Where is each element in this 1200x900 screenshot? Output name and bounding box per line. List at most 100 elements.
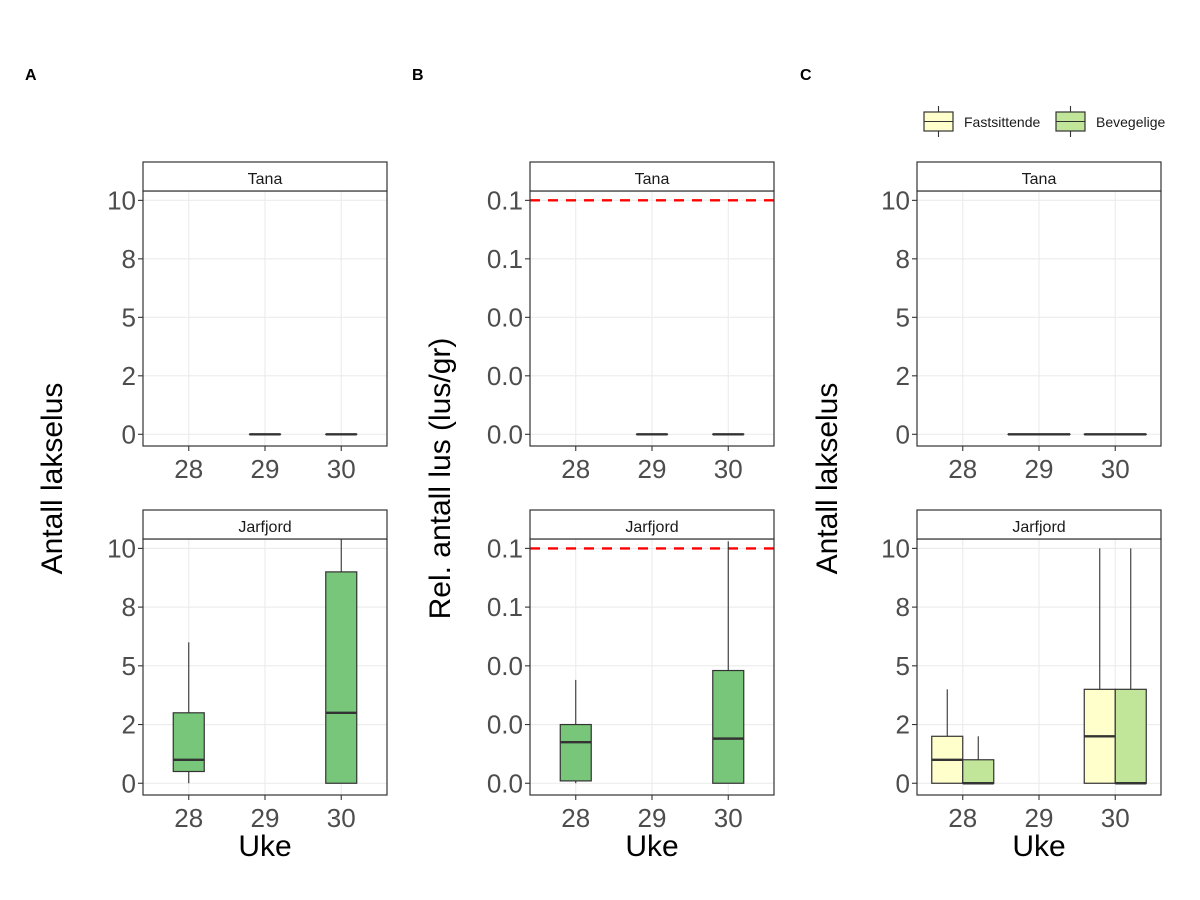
legend-item: Fastsittende (923, 106, 1040, 137)
facet-jarfjord: Jarfjord 0 2 5 8 10 28 29 30 (107, 509, 388, 833)
y-axis-title: Antall lakselus (811, 383, 844, 575)
x-tick-label: 30 (714, 454, 743, 484)
x-tick-label: 29 (638, 803, 667, 833)
box-bevegelige-week-28 (962, 736, 995, 785)
x-tick-label: 30 (714, 803, 743, 833)
y-tick-label: 2 (896, 710, 910, 740)
box-iqr (172, 712, 205, 773)
panel-tag-label: B (412, 67, 424, 84)
x-tick-label: 29 (1025, 454, 1054, 484)
y-axis-title: Antall lakselus (36, 383, 69, 575)
box-bevegelige-week-30 (1114, 548, 1147, 785)
x-tick-label: 30 (327, 454, 356, 484)
panel-c: C Tana 0 2 5 8 10 28 29 30 Jarfjord 0 2 5 8 10 28 29 30 Uke… (800, 67, 1165, 863)
box-total-week-28 (172, 642, 205, 784)
box-total-week-30 (325, 539, 358, 784)
box-total-week-28 (559, 679, 592, 784)
y-tick-label: 5 (122, 302, 136, 332)
panel-a: A Tana 0 2 5 8 10 28 29 30 Jarfjord 0 2 5 8 10 28 29 30 Uke… (25, 67, 388, 863)
y-tick-label: 0.0 (487, 361, 523, 391)
box-iqr (325, 571, 358, 784)
facet-label: Jarfjord (1012, 519, 1065, 536)
y-tick-label: 10 (881, 533, 910, 563)
y-tick-label: 8 (896, 244, 910, 274)
panel-b: B Tana 0.0 0.0 0.0 0.1 0.1 28 29 30 Jarfjord 0.0 0.0… (412, 67, 775, 863)
data-layer (530, 199, 774, 436)
facet-label: Tana (1022, 171, 1057, 188)
data-layer (172, 539, 358, 784)
y-tick-label: 10 (881, 185, 910, 215)
facet-strip (142, 161, 388, 192)
y-tick-label: 0 (896, 768, 910, 798)
x-tick-label: 30 (327, 803, 356, 833)
x-tick-label: 28 (561, 803, 590, 833)
y-tick-label: 8 (122, 244, 136, 274)
facet-strip (916, 509, 1162, 540)
x-tick-label: 29 (251, 803, 280, 833)
facet-tana: Tana 0 2 5 8 10 28 29 30 (107, 161, 388, 484)
y-tick-label: 2 (122, 361, 136, 391)
facet-strip (529, 161, 775, 192)
box-iqr (962, 759, 995, 784)
x-tick-label: 30 (1101, 454, 1130, 484)
data-layer (530, 541, 774, 784)
x-axis-title: Uke (1012, 830, 1065, 863)
y-tick-label: 0.0 (487, 302, 523, 332)
box-iqr (712, 669, 745, 784)
x-tick-label: 28 (948, 803, 977, 833)
x-tick-label: 28 (174, 454, 203, 484)
y-tick-label: 2 (122, 710, 136, 740)
y-tick-label: 0 (122, 768, 136, 798)
x-tick-label: 28 (174, 803, 203, 833)
y-tick-label: 10 (107, 533, 136, 563)
y-tick-label: 0.0 (487, 419, 523, 449)
y-tick-label: 8 (896, 592, 910, 622)
y-tick-label: 0.1 (487, 592, 523, 622)
box-fastsittende-week-28 (931, 689, 964, 784)
facet-label: Tana (248, 171, 283, 188)
y-tick-label: 0.0 (487, 651, 523, 681)
y-tick-label: 8 (122, 592, 136, 622)
y-tick-label: 0.0 (487, 768, 523, 798)
x-tick-label: 28 (948, 454, 977, 484)
facet-jarfjord: Jarfjord 0.0 0.0 0.0 0.1 0.1 28 29 30 (487, 509, 775, 833)
x-tick-label: 30 (1101, 803, 1130, 833)
legend-label: Fastsittende (964, 114, 1040, 130)
y-tick-label: 5 (122, 651, 136, 681)
box-total-week-30 (712, 541, 745, 784)
y-tick-label: 0 (122, 419, 136, 449)
facet-label: Tana (635, 171, 670, 188)
legend: Fastsittende Bevegelige (923, 106, 1165, 137)
legend-label: Bevegelige (1096, 114, 1165, 130)
panel-tag-label: C (800, 67, 812, 84)
x-axis-title: Uke (238, 830, 291, 863)
x-tick-label: 29 (251, 454, 280, 484)
legend-item: Bevegelige (1055, 106, 1165, 137)
y-tick-label: 0.1 (487, 533, 523, 563)
y-tick-label: 0.0 (487, 710, 523, 740)
facet-jarfjord: Jarfjord 0 2 5 8 10 28 29 30 (881, 509, 1162, 833)
x-axis-title: Uke (625, 830, 678, 863)
y-tick-label: 5 (896, 302, 910, 332)
facet-strip (916, 161, 1162, 192)
y-tick-label: 5 (896, 651, 910, 681)
facet-label: Jarfjord (238, 519, 291, 536)
panel-tag-label: A (25, 67, 37, 84)
x-tick-label: 29 (1025, 803, 1054, 833)
facet-tana: Tana 0 2 5 8 10 28 29 30 (881, 161, 1162, 484)
y-tick-label: 10 (107, 185, 136, 215)
y-tick-label: 0 (896, 419, 910, 449)
facet-strip (529, 509, 775, 540)
data-layer (931, 548, 1147, 785)
facet-label: Jarfjord (625, 519, 678, 536)
x-tick-label: 28 (561, 454, 590, 484)
facet-tana: Tana 0.0 0.0 0.0 0.1 0.1 28 29 30 (487, 161, 775, 484)
y-axis-title: Rel. antall lus (lus/gr) (424, 338, 457, 620)
x-tick-label: 29 (638, 454, 667, 484)
box-iqr (1114, 688, 1147, 784)
y-tick-label: 0.1 (487, 185, 523, 215)
box-iqr (559, 723, 592, 782)
y-tick-label: 2 (896, 361, 910, 391)
facet-strip (142, 509, 388, 540)
